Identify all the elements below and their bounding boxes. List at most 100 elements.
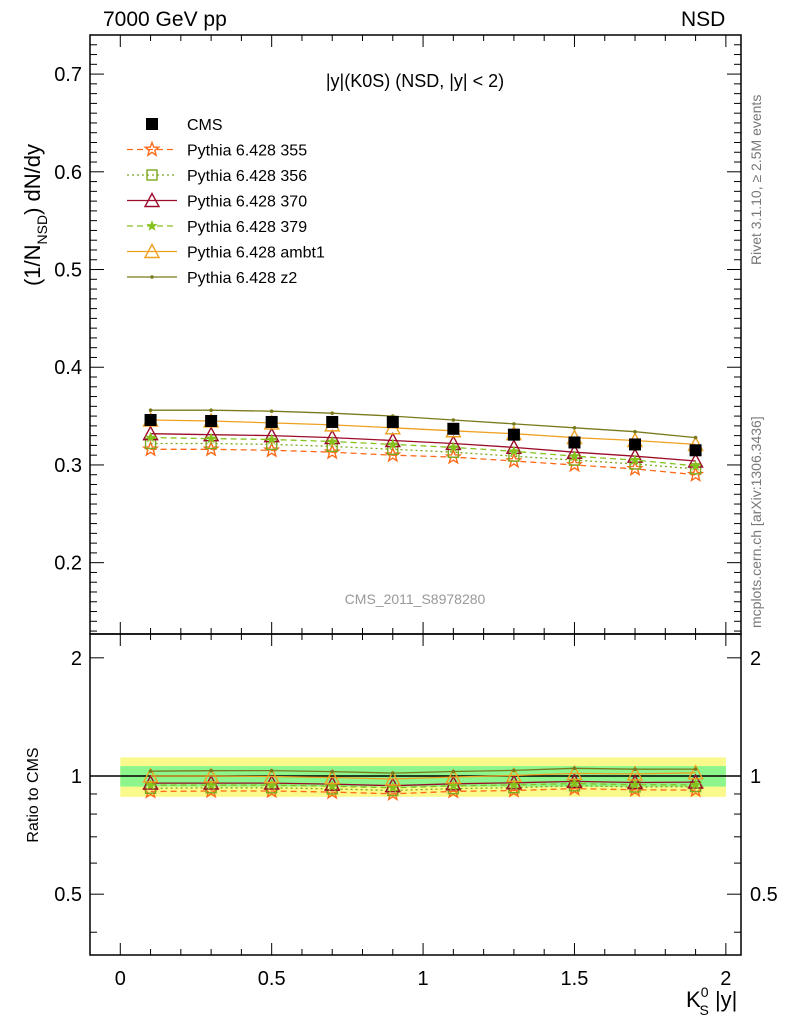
legend: CMS Pythia 6.428 355 Pythia 6.428 356 Pythi… xyxy=(127,117,325,287)
data-point xyxy=(209,408,213,413)
data-point xyxy=(266,433,278,445)
x-tick-label: 1 xyxy=(418,968,429,990)
series-line xyxy=(150,448,696,476)
legend-marker xyxy=(143,192,161,208)
header-right: NSD xyxy=(681,8,726,31)
data-point xyxy=(326,415,339,428)
y-axis-label: (1/NNSD) dN/dy xyxy=(20,144,50,286)
ratio-point xyxy=(687,773,704,789)
ratio-point xyxy=(633,767,637,772)
data-point xyxy=(629,438,642,451)
rivet-label: Rivet 3.1.10, ≥ 2.5M events xyxy=(748,94,764,265)
legend-marker xyxy=(150,275,154,279)
y-tick-label: 0.5 xyxy=(54,260,82,282)
data-point xyxy=(144,431,157,443)
ratio-y-tick-label-right: 2 xyxy=(750,648,761,670)
ratio-point xyxy=(626,765,644,781)
legend-marker xyxy=(146,220,158,231)
mcplots-label: mcplots.cern.ch [arXiv:1306.3436] xyxy=(748,416,764,628)
data-point xyxy=(507,428,520,441)
legend-label: Pythia 6.428 355 xyxy=(187,143,307,160)
analysis-watermark: CMS_2011_S8978280 xyxy=(345,591,486,607)
ratio-point xyxy=(269,768,274,773)
legend-label: Pythia 6.428 z2 xyxy=(187,270,297,287)
ratio-series-pythia-6-428-ambt1 xyxy=(142,764,704,786)
ratio-point xyxy=(566,764,583,781)
series-pythia-6-428-370 xyxy=(142,425,704,468)
y-tick-label: 0.6 xyxy=(54,162,82,184)
data-point xyxy=(572,426,577,430)
ratio-line xyxy=(150,787,696,795)
series-pythia-6-428-379 xyxy=(144,431,702,471)
ratio-point xyxy=(689,778,702,790)
data-point xyxy=(633,429,637,434)
ratio-point xyxy=(566,772,583,789)
series-line xyxy=(150,436,696,467)
ratio-line xyxy=(150,782,696,789)
x-tick-label: 2 xyxy=(720,968,731,990)
ratio-point xyxy=(512,768,516,773)
data-point xyxy=(689,444,702,457)
data-point xyxy=(144,414,157,427)
ratio-point xyxy=(263,768,280,784)
ratio-series-pythia-6-428-379 xyxy=(144,777,702,793)
data-point xyxy=(693,435,698,440)
ratio-point xyxy=(209,768,213,773)
ratio-y-tick-label: 1 xyxy=(71,766,82,788)
data-point xyxy=(265,415,278,428)
ratio-y-tick-label-right: 0.5 xyxy=(750,884,778,906)
legend-label: CMS xyxy=(187,117,223,134)
ratio-series-pythia-6-428-z2 xyxy=(148,766,698,775)
data-point xyxy=(330,411,335,415)
series-line xyxy=(150,442,696,470)
ratio-point xyxy=(144,779,157,790)
ratio-line xyxy=(150,780,696,787)
legend-label: Pythia 6.428 ambt1 xyxy=(187,245,325,262)
ratio-point xyxy=(202,767,220,783)
ratio-point xyxy=(330,769,335,774)
data-point xyxy=(629,454,641,465)
legend-label: Pythia 6.428 379 xyxy=(187,219,307,236)
ratio-point xyxy=(266,779,278,790)
legend-label: Pythia 6.428 356 xyxy=(187,168,307,185)
ratio-point xyxy=(451,769,456,774)
ratio-point xyxy=(390,771,395,775)
data-point xyxy=(326,435,338,447)
ratio-point xyxy=(626,774,644,790)
ratio-point xyxy=(693,767,698,771)
data-point xyxy=(568,450,581,461)
data-point xyxy=(387,438,399,450)
ratio-line xyxy=(150,767,696,774)
ratio-y-tick-label: 0.5 xyxy=(54,884,82,906)
ratio-point xyxy=(629,778,641,790)
x-tick-label: 1.5 xyxy=(561,968,589,990)
ratio-point xyxy=(148,769,153,773)
data-point xyxy=(508,445,520,457)
ratio-point xyxy=(505,767,523,783)
ratio-y-tick-label-right: 1 xyxy=(750,766,761,788)
ratio-point xyxy=(687,764,704,780)
chart-title: |y|(K0S) (NSD, |y| < 2) xyxy=(326,71,504,91)
y-tick-label: 0.4 xyxy=(54,357,82,379)
legend-label: Pythia 6.428 370 xyxy=(187,194,307,211)
data-point xyxy=(386,415,399,428)
ratio-point xyxy=(384,770,401,786)
ratio-point xyxy=(568,777,581,789)
series-pythia-6-428-z2 xyxy=(148,408,698,440)
ratio-point xyxy=(387,781,399,793)
x-axis-label: K0 S |y| xyxy=(686,984,737,1018)
ratio-point xyxy=(326,780,338,792)
data-point xyxy=(512,422,516,426)
ratio-y-axis-label: Ratio to CMS xyxy=(25,747,42,842)
ratio-point xyxy=(142,767,159,783)
ratio-point xyxy=(505,774,523,790)
series-line xyxy=(150,433,696,462)
data-point xyxy=(689,459,702,471)
y-tick-label: 0.3 xyxy=(54,455,82,477)
data-point xyxy=(451,418,456,422)
series-pythia-6-428-355 xyxy=(141,440,705,483)
y-tick-label: 0.7 xyxy=(54,64,82,86)
data-point xyxy=(205,414,218,427)
x-tick-label: 0 xyxy=(115,968,126,990)
